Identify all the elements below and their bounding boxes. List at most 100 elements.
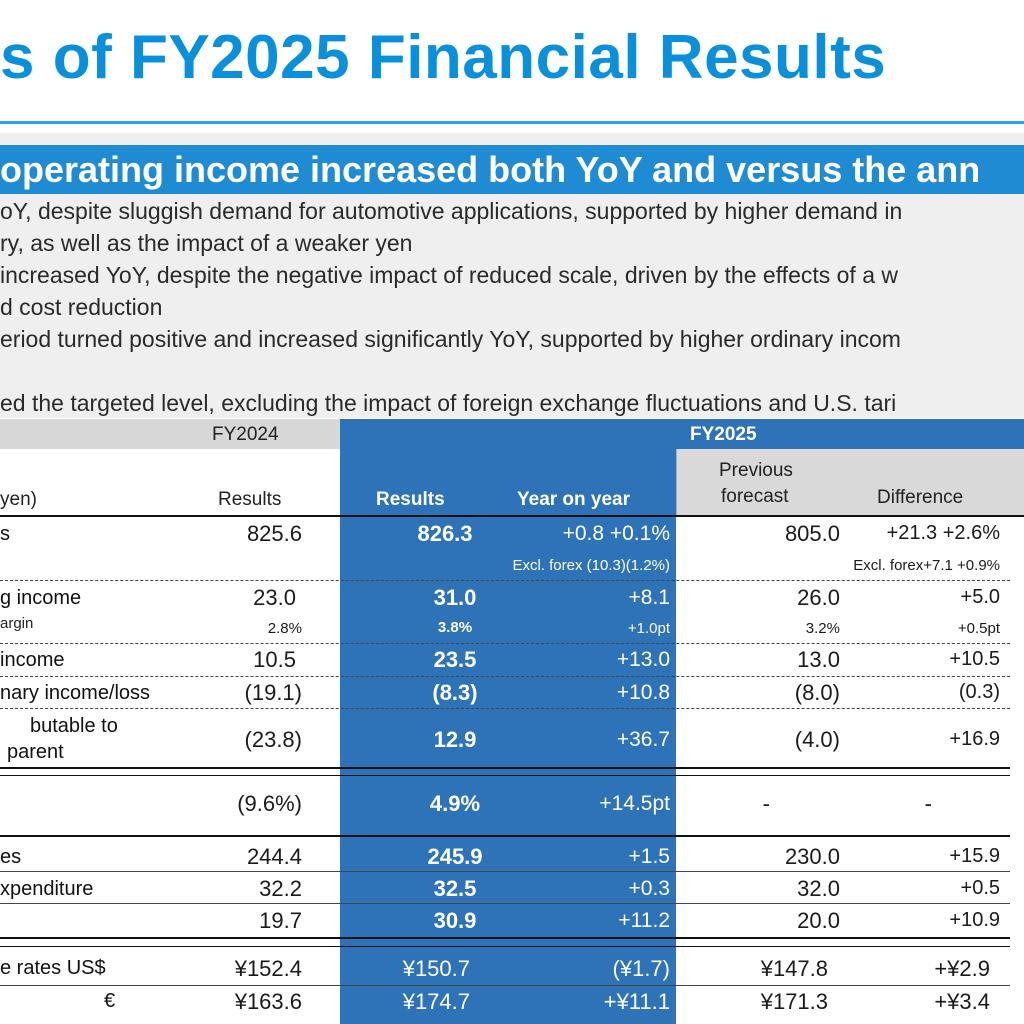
prev-forecast-value: 20.0 (797, 908, 840, 933)
prev-forecast-value: (4.0) (794, 727, 840, 752)
difference-value: +0.5 (960, 877, 1000, 899)
row-label: parent (7, 741, 64, 763)
fy2024-results-header: Results (218, 489, 282, 510)
fy2025-value: 245.9 (427, 844, 483, 869)
fy2025-value: 31.0 (433, 585, 477, 610)
difference-value: +¥3.4 (934, 989, 990, 1014)
row-divider (0, 708, 1010, 709)
fy2024-value: 2.8% (267, 620, 302, 637)
difference-value: +10.5 (949, 648, 1000, 670)
fy2025-results-column (340, 419, 676, 1024)
fy2025-value: 826.3 (417, 521, 473, 546)
row-divider (0, 676, 1010, 677)
difference-value: +16.9 (949, 728, 1000, 750)
page-title: s of FY2025 Financial Results (0, 23, 887, 92)
prev-forecast-value: 32.0 (797, 876, 840, 901)
fy2024-value: 825.6 (246, 521, 302, 546)
difference-value: +5.0 (960, 586, 1000, 608)
bullet-line: d cost reduction (0, 294, 163, 320)
prev-forecast-value: (8.0) (794, 680, 840, 705)
difference-header: Difference (877, 487, 964, 508)
fy2025-value: (8.3) (432, 680, 478, 705)
fy2025-value: ¥150.7 (402, 956, 470, 981)
header-divider (676, 449, 677, 515)
section-rule (0, 767, 1010, 769)
row-divider (0, 643, 1010, 644)
row-divider (0, 903, 1010, 904)
fy2024-value: 10.5 (253, 647, 296, 672)
unit-label: yen) (0, 489, 37, 510)
prev-forecast-header: Previous (719, 460, 793, 481)
difference-value: +0.5pt (957, 620, 1000, 637)
prev-forecast-value: 3.2% (805, 620, 840, 637)
yoy-value: +13.0 (616, 648, 670, 671)
fy2025-value: ¥174.7 (402, 989, 470, 1014)
fy2025-label: FY2025 (690, 424, 757, 445)
fy2025-value: 32.5 (433, 876, 477, 901)
fy2024-value: 244.4 (246, 844, 302, 869)
yoy-value: +¥11.1 (603, 989, 670, 1014)
yoy-value: +1.0pt (627, 620, 670, 637)
bullet-line: oY, despite sluggish demand for automoti… (0, 198, 903, 224)
prev-forecast-header: forecast (721, 486, 789, 507)
difference-value: +10.9 (949, 909, 1000, 931)
financial-results-table: FY2024 FY2025 Previous forecast yen) Res… (0, 419, 1024, 1024)
fy2025-header-band (340, 419, 1024, 449)
bullet-line: increased YoY, despite the negative impa… (0, 262, 898, 288)
prev-forecast-value: 230.0 (784, 844, 840, 869)
difference-excl-forex: Excl. forex+7.1 +0.9% (853, 557, 1000, 574)
row-label: income (0, 649, 65, 671)
prev-forecast-value: 13.0 (797, 647, 840, 672)
row-divider (0, 580, 1010, 581)
section-rule (0, 937, 1010, 939)
section-rule (0, 946, 1010, 947)
yoy-value: +1.5 (628, 845, 670, 868)
fy2025-value: 4.9% (429, 791, 481, 816)
summary-panel: operating income increased both YoY and … (0, 133, 1024, 418)
fy2024-value: (19.1) (244, 680, 302, 705)
fy2024-value: (23.8) (244, 727, 302, 752)
row-label: € (104, 990, 116, 1012)
bullet-line: eriod turned positive and increased sign… (0, 326, 901, 352)
yoy-header: Year on year (517, 489, 631, 510)
fy2025-value: 30.9 (433, 908, 477, 933)
yoy-value: +10.8 (616, 681, 670, 704)
prev-forecast-value: - (762, 791, 770, 816)
fy2024-value: 23.0 (253, 585, 296, 610)
yoy-value: +0.3 (628, 877, 670, 900)
fy2024-value: ¥163.6 (234, 989, 302, 1014)
fy2025-value: 23.5 (433, 647, 477, 672)
yoy-value: +36.7 (616, 728, 670, 751)
yoy-value: +8.1 (628, 586, 670, 609)
fy2024-value: ¥152.4 (234, 956, 302, 981)
row-label: xpenditure (0, 878, 94, 900)
row-label: nary income/loss (0, 682, 151, 704)
fy2025-results-header: Results (376, 489, 445, 510)
section-rule (0, 835, 1010, 837)
yoy-value: (¥1.7) (612, 956, 670, 981)
section-rule (0, 775, 1010, 776)
prev-forecast-value: ¥147.8 (760, 956, 828, 981)
yoy-value: +0.8 +0.1% (562, 522, 670, 545)
difference-value: - (924, 791, 932, 816)
summary-headline: operating income increased both YoY and … (0, 145, 1024, 194)
fy2024-value: 32.2 (259, 876, 302, 901)
fy2024-value: 19.7 (259, 908, 302, 933)
yoy-value: +14.5pt (599, 792, 670, 815)
prev-forecast-value: 805.0 (784, 521, 840, 546)
fy2025-value: 3.8% (437, 619, 473, 636)
difference-value: +15.9 (949, 845, 1000, 867)
fy2024-header-band (0, 419, 340, 449)
row-label: g income (0, 587, 82, 609)
row-label: es (0, 846, 22, 868)
fy2024-label: FY2024 (212, 424, 279, 445)
difference-value: (0.3) (958, 681, 1000, 703)
prev-forecast-value: ¥171.3 (760, 989, 828, 1014)
row-label: e rates US$ (0, 957, 106, 979)
forecast-header-band (676, 449, 1024, 515)
bullet-line: ry, as well as the impact of a weaker ye… (0, 230, 413, 256)
title-divider (0, 121, 1024, 124)
fy2025-value: 12.9 (433, 727, 477, 752)
yoy-excl-forex: Excl. forex (10.3)(1.2%) (512, 557, 670, 574)
row-label: s (0, 523, 10, 545)
